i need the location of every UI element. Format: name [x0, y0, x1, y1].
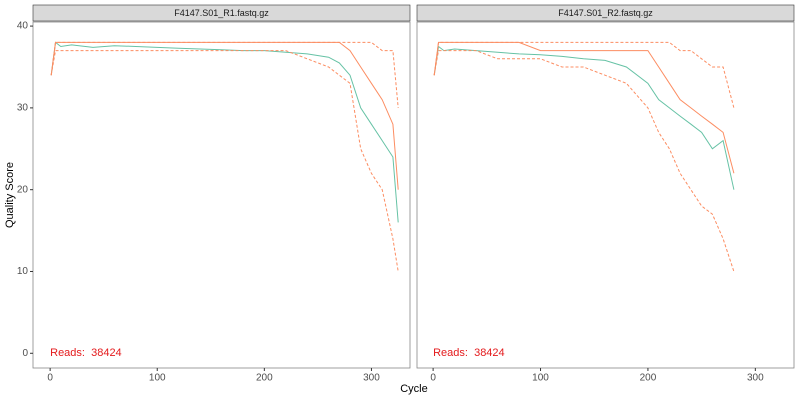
- quality-line: [50, 41, 399, 108]
- quality-line: [433, 50, 735, 272]
- y-tick-label: 40: [17, 21, 29, 32]
- strip-title: F4147.S01_R1.fastq.gz: [174, 8, 269, 18]
- x-axis-title: Cycle: [400, 383, 428, 395]
- strip: [416, 4, 795, 22]
- y-tick-label: 30: [17, 103, 29, 114]
- x-tick-label: 0: [430, 373, 436, 384]
- y-axis-title: Quality Score: [4, 162, 16, 228]
- strip: [32, 4, 411, 22]
- y-tick-label: 0: [22, 348, 28, 359]
- x-tick-label: 0: [47, 373, 53, 384]
- x-tick-label: 300: [363, 373, 380, 384]
- reads-annotation: Reads: 38424: [50, 347, 122, 359]
- y-tick-label: 20: [17, 184, 29, 195]
- quality-line: [433, 45, 735, 190]
- x-tick-label: 200: [256, 373, 273, 384]
- x-tick-label: 200: [640, 373, 657, 384]
- x-tick-label: 100: [149, 373, 166, 384]
- panel: [32, 21, 411, 369]
- strip-title: F4147.S01_R2.fastq.gz: [558, 8, 653, 18]
- x-tick-label: 300: [747, 373, 764, 384]
- panel: [416, 21, 795, 369]
- reads-annotation: Reads: 38424: [433, 347, 505, 359]
- x-tick-label: 100: [532, 373, 549, 384]
- quality-line: [50, 50, 399, 272]
- y-tick-label: 10: [17, 266, 29, 277]
- quality-line: [433, 41, 735, 109]
